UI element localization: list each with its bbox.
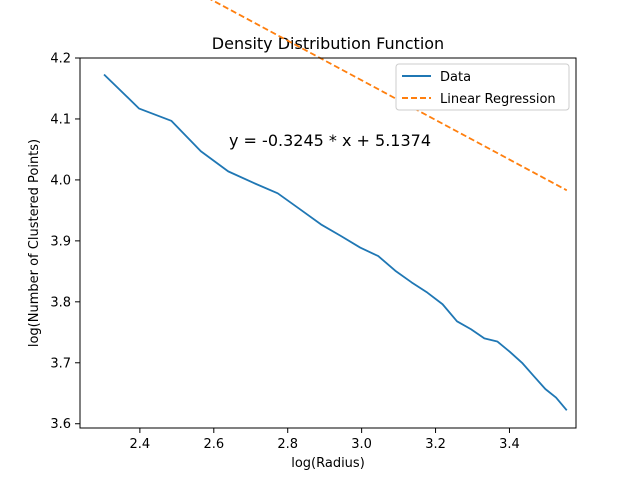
y-tick-label: 3.6: [50, 417, 71, 432]
plot-frame: [79, 57, 577, 429]
legend: Data Linear Regression: [395, 63, 570, 111]
y-tick-label: 4.0: [50, 173, 71, 188]
chart-title: Density Distribution Function: [212, 34, 444, 53]
series-line-linear-regression: [209, 0, 568, 192]
y-tick-label: 3.7: [50, 356, 71, 371]
legend-label-data: Data: [440, 70, 471, 85]
regression-equation: y = -0.3245 * x + 5.1374: [229, 131, 431, 150]
x-tick-label: 3.0: [351, 437, 372, 452]
x-tick-label: 2.4: [130, 437, 151, 452]
y-tick-label: 4.1: [50, 112, 71, 127]
x-axis-label: log(Radius): [291, 456, 365, 471]
x-tick-label: 3.4: [499, 437, 520, 452]
y-tick-label: 4.2: [50, 52, 71, 67]
x-tick-label: 3.2: [425, 437, 446, 452]
plot-area: [80, 58, 576, 428]
legend-box: [395, 63, 570, 111]
x-tick-label: 2.6: [203, 437, 224, 452]
tick-layer: 2.4 2.6 2.8 3.0 3.2 3.4 3.6 3.7 3.8 3.9 4.0 4.1 4.2: [50, 52, 520, 453]
legend-label-regression: Linear Regression: [440, 92, 556, 107]
y-tick-label: 3.9: [50, 234, 71, 249]
y-tick-label: 3.8: [50, 295, 71, 310]
series-layer: [103, 0, 568, 411]
y-axis-label: log(Number of Clustered Points): [27, 139, 42, 347]
series-line-data: [103, 73, 568, 411]
x-tick-label: 2.8: [277, 437, 298, 452]
